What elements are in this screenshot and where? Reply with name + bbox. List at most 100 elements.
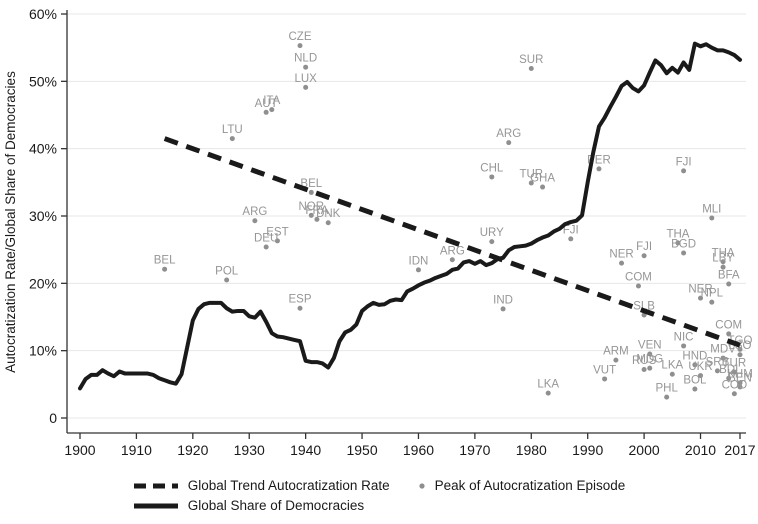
scatter-point-label: NIC — [674, 331, 694, 343]
scatter-point — [720, 264, 726, 270]
trend-line — [163, 136, 741, 348]
x-tick-label: 1910 — [121, 442, 152, 458]
x-tick-label: 2000 — [629, 442, 660, 458]
scatter-point — [303, 64, 309, 70]
scatter-point — [641, 253, 647, 259]
scatter-point — [297, 305, 303, 311]
scatter-point — [263, 244, 269, 250]
scatter-point-label: TUR — [519, 169, 543, 181]
scatter-point-label: RUS — [632, 355, 657, 367]
scatter-point-label: IDN — [409, 255, 429, 267]
x-tick-label: 1960 — [403, 442, 434, 458]
scatter-point — [726, 375, 732, 381]
scatter-point — [737, 352, 743, 358]
scatter-point — [449, 257, 455, 263]
scatter-point — [726, 281, 732, 287]
scatter-point — [681, 343, 687, 349]
scatter-point — [737, 384, 743, 390]
scatter-point-label: BGD — [671, 239, 696, 251]
x-tick-label: 2017 — [724, 442, 755, 458]
scatter-point-label: NOR — [299, 201, 325, 213]
scatter-point-label: LBY — [712, 253, 734, 265]
scatter-point-label: THA — [712, 247, 735, 259]
scatter-point — [709, 215, 715, 221]
scatter-point-label: MDG — [636, 354, 663, 366]
scatter-point — [619, 260, 625, 266]
x-tick-label: 1920 — [177, 442, 208, 458]
scatter-point — [224, 277, 230, 283]
scatter-point-label: SRB — [706, 356, 730, 368]
scatter-point — [692, 362, 698, 368]
scatter-point — [263, 109, 269, 115]
scatter-point — [269, 107, 275, 113]
chart-canvas: Autocratization Rate/Global Share of Dem… — [3, 6, 756, 458]
scatter-point-label: HND — [682, 350, 707, 362]
y-tick-label: 60% — [29, 6, 57, 22]
x-tick-label: 1970 — [459, 442, 490, 458]
scatter-point-label: THA — [666, 228, 689, 240]
scatter-point — [692, 386, 698, 392]
scatter-point-label: NPL — [701, 288, 724, 300]
scatter-point-label: LTU — [222, 124, 243, 136]
y-tick-label: 40% — [29, 141, 57, 157]
x-tick-label: 1980 — [516, 442, 547, 458]
scatter-point — [162, 266, 168, 272]
scatter-point-label: SUR — [519, 54, 543, 66]
gray-dot-swatch-icon — [418, 482, 426, 490]
x-tick-label: 1930 — [234, 442, 265, 458]
scatter-point — [489, 239, 495, 245]
scatter-point — [737, 380, 743, 386]
scatter-point — [568, 236, 574, 242]
scatter-point — [675, 240, 681, 246]
x-tick-label: 1940 — [290, 442, 321, 458]
scatter-point — [714, 368, 720, 374]
scatter-point-label: LUX — [294, 73, 317, 85]
scatter-point-label: VUT — [593, 364, 616, 376]
scatter-point-label: POL — [215, 265, 239, 277]
scatter-point-label: MDV — [710, 344, 736, 356]
scatter-point — [528, 66, 534, 72]
scatter-point-label: FJI — [636, 241, 652, 253]
scatter-point-label: URY — [480, 227, 504, 239]
scatter-point — [613, 357, 619, 363]
scatter-point-label: BEN — [728, 373, 752, 385]
scatter-point-label: CHL — [480, 162, 504, 174]
x-tick-label: 2010 — [685, 442, 716, 458]
scatter-point — [252, 218, 258, 224]
scatter-point — [528, 180, 534, 186]
scatter-point — [297, 43, 303, 49]
scatter-point-label: LKA — [537, 379, 559, 391]
scatter-point — [303, 84, 309, 90]
scatter-point — [647, 351, 653, 357]
scatter-point — [731, 391, 737, 397]
scatter-point-label: BFA — [718, 270, 740, 282]
scatter-point-label: CZE — [289, 31, 312, 43]
scatter-point-label: IND — [493, 294, 513, 306]
scatter-point-label: ARG — [440, 245, 465, 257]
scatter-point — [709, 299, 715, 305]
dashed-line-swatch-icon — [133, 483, 179, 489]
y-tick-label: 20% — [29, 275, 57, 291]
scatter-point — [698, 373, 704, 379]
scatter-point-label: ESP — [288, 294, 311, 306]
scatter-point — [720, 259, 726, 265]
scatter-point-label: GHA — [530, 173, 555, 185]
scatter-point — [308, 212, 314, 218]
scatter-point — [726, 331, 732, 337]
scatter-point — [489, 174, 495, 180]
scatter-point-label: DNK — [316, 208, 341, 220]
scatter-point-label: DEU — [254, 232, 278, 244]
scatter-point-label: BOL — [683, 375, 707, 387]
scatter-point — [325, 220, 331, 226]
scatter-point — [415, 267, 421, 273]
scatter-point-label: ARM — [603, 346, 629, 358]
scatter-point-label: COM — [625, 272, 652, 284]
scatter-point — [506, 140, 512, 146]
scatter-point — [720, 355, 726, 361]
scatter-point-label: ITA — [263, 95, 280, 107]
scatter-point — [681, 168, 687, 174]
scatter-point — [274, 238, 280, 244]
scatter-point — [664, 394, 670, 400]
scatter-point-label: NER — [609, 249, 633, 261]
